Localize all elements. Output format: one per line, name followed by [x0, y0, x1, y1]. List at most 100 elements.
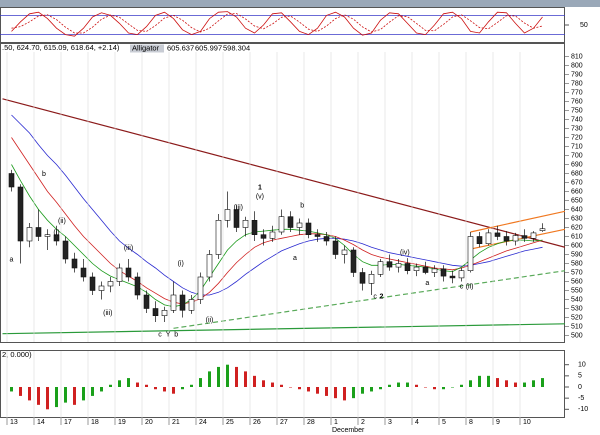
y-tick-label: 680	[571, 170, 583, 177]
y-tick-label: 710	[571, 143, 583, 150]
y-tick-label: 690	[571, 161, 583, 168]
candle-body	[62, 240, 69, 260]
histogram-bar	[163, 387, 166, 392]
histogram-bar	[424, 387, 427, 388]
x-tick-label: 14	[37, 419, 45, 426]
x-tick-label: 17	[64, 419, 72, 426]
x-tick-label: 20	[145, 419, 153, 426]
candle-body	[8, 173, 15, 188]
wave-label: (v)	[256, 194, 264, 201]
y-tick-label: 540	[571, 296, 583, 303]
candle-body	[314, 234, 321, 237]
candle-body	[413, 266, 420, 272]
candle-body	[125, 267, 132, 278]
y-tick-label: 530	[571, 305, 583, 312]
candle-body	[539, 228, 546, 231]
candle-body	[206, 254, 213, 278]
candle-body	[278, 216, 285, 233]
y-tick-label: 800	[571, 62, 583, 69]
histogram-bar	[100, 387, 103, 392]
histogram-bar	[307, 387, 310, 392]
histogram-bar	[523, 382, 526, 387]
candle-body	[440, 268, 447, 277]
histogram-bar	[154, 387, 157, 390]
candle-body	[35, 227, 42, 237]
candle-body	[89, 276, 96, 291]
wave-label: 2	[379, 294, 383, 301]
y-tick-label: -10	[578, 406, 588, 413]
wave-label: a	[293, 255, 297, 262]
y-tick-label: 670	[571, 179, 583, 186]
histogram-bar	[361, 387, 364, 394]
wave-label: (i)	[53, 230, 59, 237]
candle-body	[134, 276, 141, 296]
y-tick-label: 750	[571, 107, 583, 114]
y-tick-label: 510	[571, 323, 583, 330]
wave-label: c	[158, 331, 162, 338]
histogram-bar	[352, 387, 355, 399]
x-tick-label: 26	[253, 419, 261, 426]
y-tick-label: 550	[571, 287, 583, 294]
candle-body	[143, 294, 150, 309]
y-tick-label: 560	[571, 278, 583, 285]
candle-body	[170, 294, 177, 311]
candle-body	[233, 209, 240, 228]
wave-label: (i)	[178, 260, 184, 267]
y-tick-label: 10	[578, 362, 586, 369]
wave-label: c	[373, 294, 377, 301]
histogram-bar	[244, 371, 247, 387]
histogram-bar	[109, 384, 112, 387]
candle-body	[476, 236, 483, 244]
y-tick-label: 740	[571, 116, 583, 123]
histogram-bar	[55, 387, 58, 408]
candle-body	[98, 285, 105, 291]
x-tick-label: 27	[280, 419, 288, 426]
wave-label: b	[174, 331, 178, 338]
y-tick-label: 630	[571, 215, 583, 222]
histogram-header: 2, 0.000)	[2, 350, 32, 359]
wave-label: (ii)	[206, 317, 214, 324]
histogram-bar	[505, 380, 508, 387]
histogram-bar	[514, 382, 517, 387]
histogram-bar	[91, 387, 94, 396]
candle-body	[422, 266, 429, 273]
histogram-bar	[541, 378, 544, 387]
candle-body	[224, 209, 231, 221]
candle-body	[521, 235, 528, 239]
wave-label: b	[300, 203, 304, 210]
x-tick-label: 4	[415, 419, 419, 426]
y-tick-label: 590	[571, 251, 583, 258]
candle-body	[512, 235, 519, 242]
x-tick-label: 18	[91, 419, 99, 426]
candle-body	[80, 267, 87, 278]
candle-body	[269, 231, 276, 239]
x-tick-label: 19	[118, 419, 126, 426]
price-plot	[2, 98, 565, 335]
wave-label: a	[10, 257, 14, 264]
histogram-bar	[271, 382, 274, 387]
histogram-bar	[46, 387, 49, 410]
histogram-bar	[487, 375, 490, 387]
trendline	[470, 210, 565, 233]
indicator-value: 605.997	[195, 43, 222, 52]
y-tick-label: 0	[578, 384, 582, 391]
x-tick-label: 25	[226, 419, 234, 426]
histogram-bar	[370, 387, 373, 392]
histogram-frame	[0, 350, 565, 418]
x-tick-label: 5	[442, 419, 446, 426]
candle-body	[359, 272, 366, 284]
y-tick-label: 570	[571, 269, 583, 276]
candle-body	[467, 236, 474, 272]
candle-body	[260, 234, 267, 239]
histogram-bar	[208, 371, 211, 387]
y-tick-label: 780	[571, 80, 583, 87]
histogram-bar	[82, 387, 85, 401]
histogram-bar	[118, 380, 121, 387]
histogram-bar	[532, 380, 535, 387]
candle-body	[305, 222, 312, 235]
histogram-bar	[316, 387, 319, 394]
histogram-bar	[64, 387, 67, 403]
candle-body	[53, 234, 60, 242]
wave-label: (iii)	[234, 205, 243, 212]
oscillator-line	[11, 11, 543, 37]
